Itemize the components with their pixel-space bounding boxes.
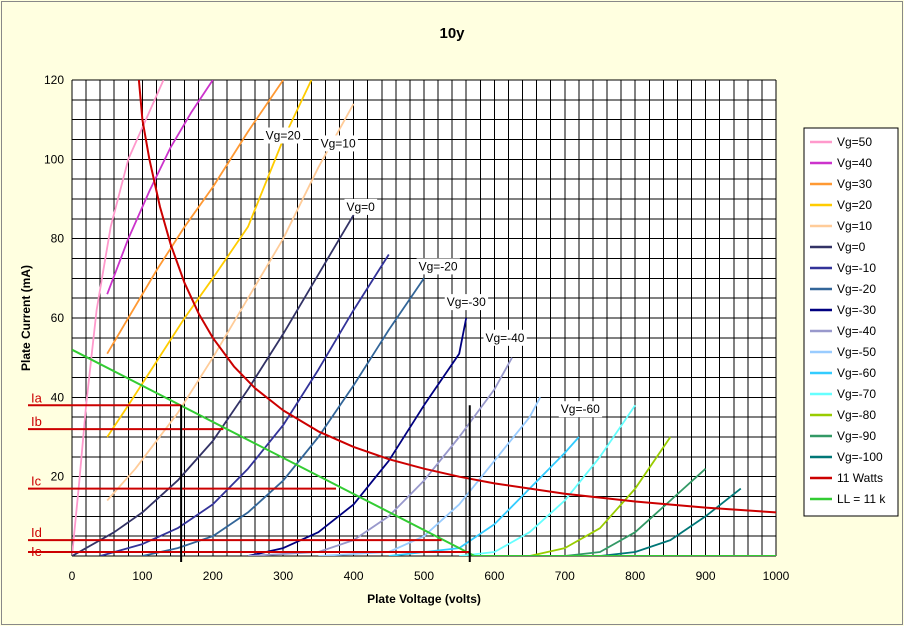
legend-label: Vg=-70 (837, 387, 876, 401)
x-tick-label: 0 (69, 569, 76, 583)
y-tick-label: 120 (44, 73, 64, 87)
legend-label: Vg=-20 (837, 282, 876, 296)
series-line-12 (459, 404, 636, 556)
x-tick-label: 600 (484, 569, 504, 583)
legend-label: Vg=-40 (837, 324, 876, 338)
series-line-15 (599, 487, 742, 556)
series-line-4 (106, 103, 355, 502)
legend-label: Vg=40 (837, 156, 872, 170)
curve-label-bg (558, 401, 603, 418)
series-line-0 (72, 80, 165, 556)
curve-label-bg (318, 135, 358, 152)
y-tick-label: 20 (51, 470, 65, 484)
x-tick-label: 500 (414, 569, 434, 583)
legend-label: Vg=-80 (837, 408, 876, 422)
current-label: Ic (31, 474, 42, 489)
series-line-3 (106, 80, 313, 438)
curve-label: Vg=20 (266, 129, 301, 143)
legend-label: 11 Watts (837, 471, 883, 485)
legend-label: Vg=0 (837, 240, 866, 254)
series-line-2 (106, 80, 284, 355)
series-line-9 (247, 357, 513, 556)
legend-label: Vg=20 (837, 198, 872, 212)
legend-label: Vg=-100 (837, 450, 883, 464)
y-tick-label: 60 (51, 311, 65, 325)
chart-title: 10y (439, 25, 465, 42)
gridlines (71, 79, 777, 557)
x-tick-label: 400 (344, 569, 364, 583)
x-axis-label: Plate Voltage (volts) (367, 592, 481, 606)
legend-label: Vg=-30 (837, 303, 876, 317)
legend-label: Vg=-90 (837, 429, 876, 443)
current-label: Ie (31, 544, 42, 559)
series-line-1 (106, 80, 214, 295)
curve-label: Vg=-40 (485, 331, 524, 345)
x-tick-label: 700 (555, 569, 575, 583)
legend-label: Vg=-10 (837, 261, 876, 275)
series-line-13 (529, 436, 672, 556)
curve-label: Vg=0 (346, 200, 375, 214)
legend-label: Vg=30 (837, 177, 872, 191)
series-line-17 (72, 348, 776, 556)
curve-label-bg (483, 329, 527, 346)
legend-label: Vg=50 (837, 135, 872, 149)
series-line-7 (142, 277, 425, 556)
y-tick-label: 80 (51, 232, 65, 246)
series-line-5 (72, 214, 355, 556)
curve-label: Vg=-30 (447, 295, 486, 309)
curve-label: Vg=-20 (419, 259, 458, 273)
current-label: Ib (31, 414, 42, 429)
x-tick-label: 300 (273, 569, 293, 583)
series-line-14 (564, 468, 707, 556)
y-tick-label: 40 (51, 390, 65, 404)
series-line-11 (388, 436, 580, 556)
series-line-6 (99, 254, 390, 556)
curve-label-bg (263, 127, 304, 144)
x-tick-label: 200 (203, 569, 223, 583)
curve-label: Vg=-60 (561, 402, 600, 416)
curve-label: Vg=10 (321, 136, 356, 150)
x-tick-label: 900 (696, 569, 716, 583)
legend-label: Vg=10 (837, 219, 872, 233)
curve-label-bg (416, 258, 460, 275)
y-axis-label: Plate Current (mA) (19, 265, 33, 371)
legend-box (803, 127, 899, 517)
legend-label: LL = 11 k (837, 492, 886, 506)
curve-label-bg (444, 294, 489, 311)
x-tick-label: 1000 (763, 569, 790, 583)
current-label: Ia (31, 390, 43, 405)
legend-label: Vg=-50 (837, 345, 876, 359)
x-tick-label: 800 (625, 569, 645, 583)
curve-label-bg (344, 198, 378, 215)
series-line-8 (247, 317, 468, 556)
series-line-16 (137, 80, 776, 514)
series-group (72, 80, 776, 556)
x-tick-label: 100 (132, 569, 152, 583)
legend: Vg=50 Vg=40 Vg=30 Vg=20 Vg=10 Vg=0 Vg=-10 Vg=-2… (803, 127, 899, 517)
y-tick-label: 100 (44, 152, 64, 166)
current-label: Id (31, 525, 42, 540)
legend-label: Vg=-60 (837, 366, 876, 380)
